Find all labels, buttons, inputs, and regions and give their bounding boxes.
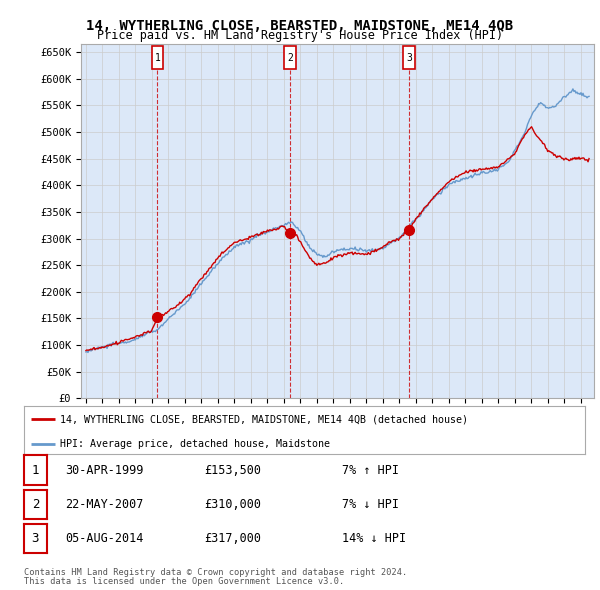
Text: £310,000: £310,000 xyxy=(204,498,261,511)
Text: 7% ↓ HPI: 7% ↓ HPI xyxy=(342,498,399,511)
Text: 05-AUG-2014: 05-AUG-2014 xyxy=(65,532,143,545)
Text: 14, WYTHERLING CLOSE, BEARSTED, MAIDSTONE, ME14 4QB (detached house): 14, WYTHERLING CLOSE, BEARSTED, MAIDSTON… xyxy=(61,414,469,424)
Text: 14% ↓ HPI: 14% ↓ HPI xyxy=(342,532,406,545)
Text: Price paid vs. HM Land Registry's House Price Index (HPI): Price paid vs. HM Land Registry's House … xyxy=(97,30,503,42)
Text: 2: 2 xyxy=(32,498,39,511)
Text: 3: 3 xyxy=(32,532,39,545)
Text: 7% ↑ HPI: 7% ↑ HPI xyxy=(342,464,399,477)
Text: 3: 3 xyxy=(406,53,412,63)
Text: This data is licensed under the Open Government Licence v3.0.: This data is licensed under the Open Gov… xyxy=(24,578,344,586)
Text: £153,500: £153,500 xyxy=(204,464,261,477)
Text: Contains HM Land Registry data © Crown copyright and database right 2024.: Contains HM Land Registry data © Crown c… xyxy=(24,568,407,577)
Text: 1: 1 xyxy=(154,53,160,63)
Text: 14, WYTHERLING CLOSE, BEARSTED, MAIDSTONE, ME14 4QB: 14, WYTHERLING CLOSE, BEARSTED, MAIDSTON… xyxy=(86,19,514,33)
Text: £317,000: £317,000 xyxy=(204,532,261,545)
Text: HPI: Average price, detached house, Maidstone: HPI: Average price, detached house, Maid… xyxy=(61,438,331,448)
FancyBboxPatch shape xyxy=(403,46,415,69)
Text: 2: 2 xyxy=(287,53,293,63)
Text: 1: 1 xyxy=(32,464,39,477)
FancyBboxPatch shape xyxy=(152,46,163,69)
FancyBboxPatch shape xyxy=(284,46,296,69)
Text: 22-MAY-2007: 22-MAY-2007 xyxy=(65,498,143,511)
Text: 30-APR-1999: 30-APR-1999 xyxy=(65,464,143,477)
